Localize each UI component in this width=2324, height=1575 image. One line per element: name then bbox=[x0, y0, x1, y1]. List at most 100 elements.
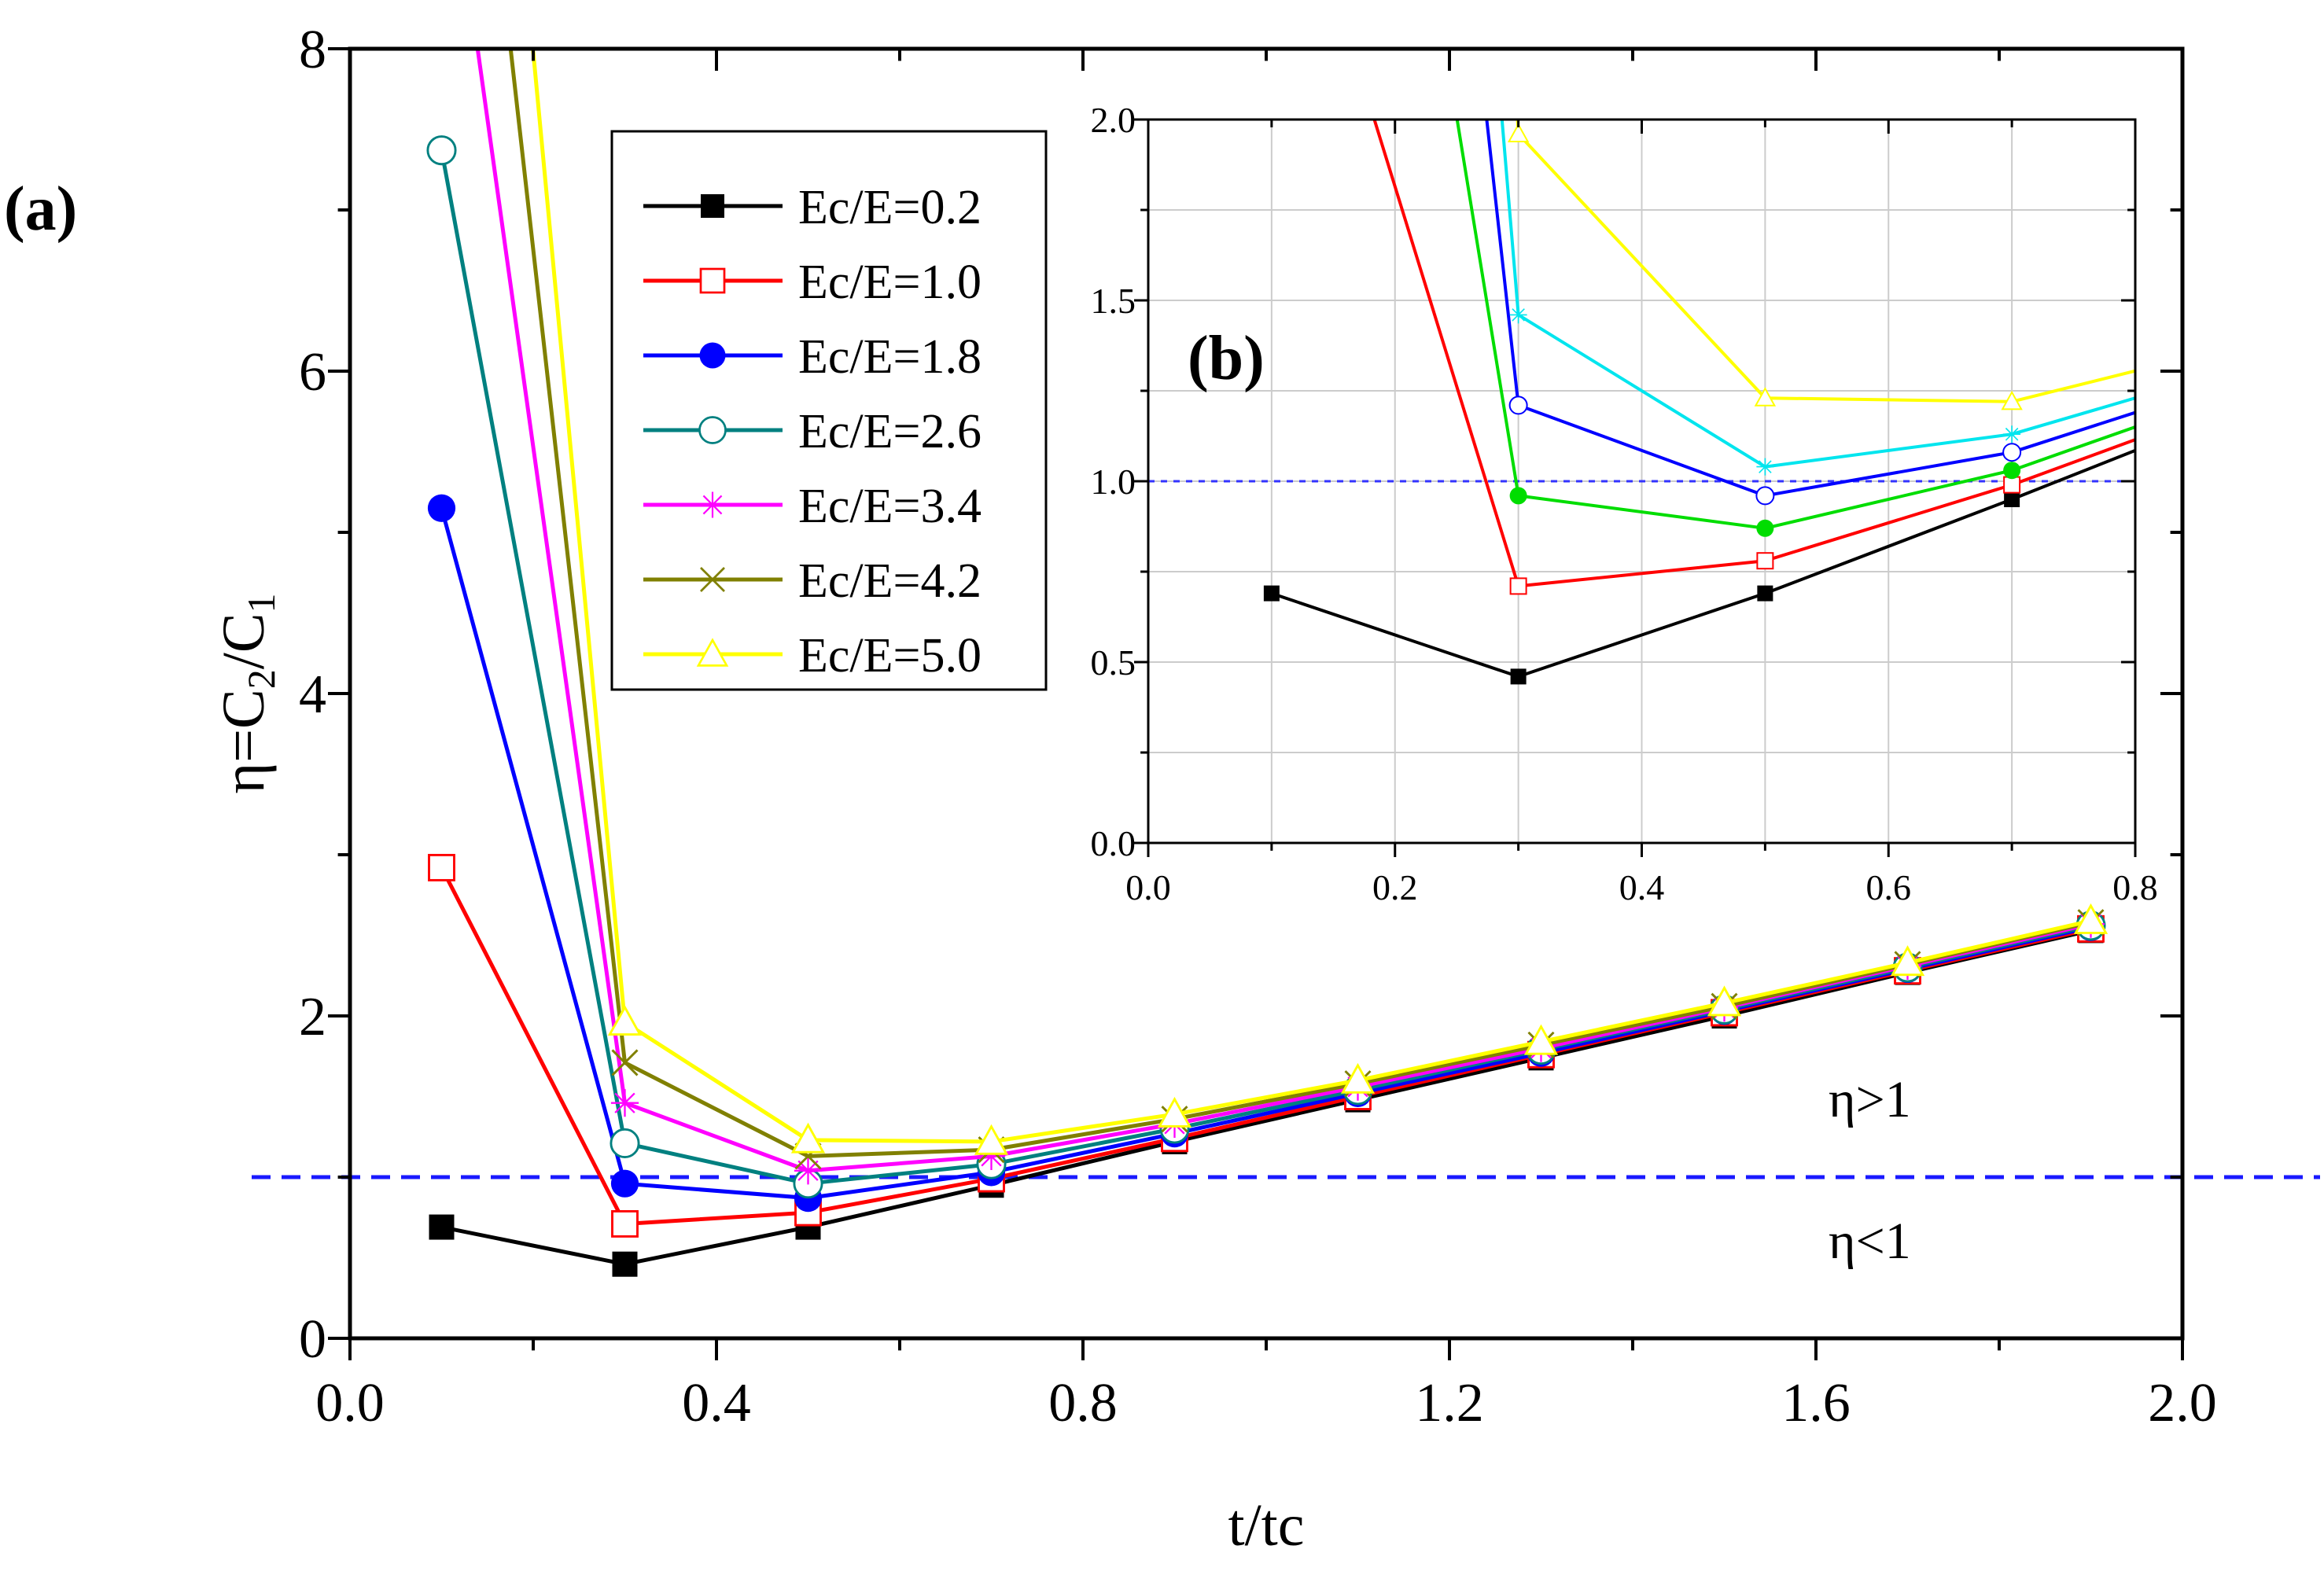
data-point-ec-e-0-2 bbox=[1757, 585, 1773, 602]
data-point-ec-e-3-4 bbox=[2003, 425, 2021, 443]
x-tick-label: 0.8 bbox=[2112, 867, 2158, 907]
data-point-ec-e-3-4 bbox=[794, 1157, 823, 1185]
legend-label: Ec/E=3.4 bbox=[798, 480, 982, 533]
region-label-lower: η<1 bbox=[1829, 1213, 1911, 1270]
series-ec-e-1-0 bbox=[1372, 120, 2135, 595]
series-ec-e-1-8 bbox=[1455, 120, 2135, 537]
y-axis-title-sub-4: 1 bbox=[239, 593, 283, 613]
y-tick-label: 0 bbox=[299, 1309, 326, 1370]
main-series-group bbox=[426, 49, 2109, 1277]
series-clip bbox=[426, 49, 2109, 1277]
x-tick-label: 0.0 bbox=[315, 1373, 385, 1433]
data-point-ec-e-0-2 bbox=[1263, 585, 1280, 602]
legend-swatch-marker bbox=[696, 638, 729, 667]
data-point-ec-e-5-0 bbox=[607, 1005, 643, 1036]
data-point-ec-e-5-0 bbox=[1157, 1096, 1192, 1128]
x-tick-label: 0.2 bbox=[1372, 867, 1418, 907]
series-ec-e-1-0 bbox=[428, 853, 2105, 1238]
data-point-ec-e-5-0 bbox=[790, 1122, 826, 1154]
data-point-ec-e-5-0 bbox=[1507, 123, 1530, 142]
series-clip bbox=[1263, 120, 2135, 685]
x-tick-label: 0.8 bbox=[1048, 1373, 1118, 1433]
data-point-ec-e-2-6 bbox=[1755, 486, 1775, 506]
y-tick-label: 6 bbox=[299, 342, 326, 403]
data-point-ec-e-1-0 bbox=[611, 1210, 639, 1238]
series-ec-e-3-4 bbox=[1500, 120, 2135, 476]
legend-frame bbox=[610, 130, 1048, 691]
y-axis-title: η=C2/C1 bbox=[211, 593, 283, 793]
data-point-ec-e-0-2 bbox=[429, 1214, 455, 1240]
x-tick-label: 0.4 bbox=[1619, 867, 1665, 907]
data-point-ec-e-5-0 bbox=[2001, 390, 2023, 410]
data-point-ec-e-1-0 bbox=[1509, 577, 1527, 595]
x-tick-label: 2.0 bbox=[2148, 1373, 2217, 1433]
data-point-ec-e-5-0 bbox=[1523, 1024, 1559, 1055]
inset-series-group bbox=[1263, 120, 2135, 685]
data-point-ec-e-5-0 bbox=[1890, 945, 1925, 977]
y-tick-label: 2 bbox=[299, 987, 326, 1047]
legend-swatch-marker bbox=[698, 416, 727, 444]
data-point-ec-e-2-6 bbox=[2002, 443, 2022, 462]
legend-swatch-marker bbox=[699, 267, 726, 294]
legend: Ec/E=0.2 Ec/E=1.0 Ec/E=1.8 Ec/E=2.6 Ec/E=3.4… bbox=[610, 130, 1048, 691]
inset-ticks: 0.0 0.2 0.4 0.6 0.8 0.0 0.5 1.0 1.5 2.0 bbox=[1091, 100, 2158, 907]
data-point-ec-e-5-0 bbox=[1707, 985, 1742, 1017]
legend-item-ec-e-0-2: Ec/E=0.2 bbox=[643, 181, 982, 234]
legend-label: Ec/E=5.0 bbox=[798, 629, 982, 683]
series-line-ec-e-1-0 bbox=[440, 867, 2092, 1226]
data-point-ec-e-1-8 bbox=[610, 1169, 639, 1198]
legend-label: Ec/E=1.8 bbox=[798, 330, 982, 384]
legend-item-ec-e-1-0: Ec/E=1.0 bbox=[643, 256, 982, 309]
data-point-ec-e-1-0 bbox=[428, 853, 455, 881]
legend-item-ec-e-4-2: Ec/E=4.2 bbox=[643, 554, 982, 608]
legend-label: Ec/E=4.2 bbox=[798, 554, 982, 608]
y-tick-label: 2.0 bbox=[1091, 100, 1136, 140]
data-point-ec-e-1-8 bbox=[1509, 487, 1527, 505]
y-axis-title-part-1: η=C bbox=[211, 689, 277, 793]
legend-item-ec-e-5-0: Ec/E=5.0 bbox=[643, 629, 982, 683]
y-tick-label: 0.5 bbox=[1091, 642, 1136, 683]
data-point-ec-e-2-6 bbox=[426, 135, 457, 166]
series-ec-e-0-2 bbox=[1263, 448, 2135, 685]
data-point-ec-e-0-2 bbox=[1510, 668, 1527, 685]
legend-label: Ec/E=0.2 bbox=[798, 181, 982, 234]
y-tick-label: 0.0 bbox=[1091, 823, 1136, 863]
y-tick-label: 1.0 bbox=[1091, 462, 1136, 502]
series-ec-e-5-0 bbox=[1507, 120, 2135, 410]
legend-item-ec-e-1-8: Ec/E=1.8 bbox=[643, 330, 982, 384]
series-ec-e-2-6 bbox=[1485, 120, 2135, 506]
data-point-ec-e-1-8 bbox=[2003, 462, 2021, 480]
legend-item-ec-e-2-6: Ec/E=2.6 bbox=[643, 405, 982, 458]
panel-label-b: (b) bbox=[1188, 324, 1265, 393]
y-axis-title-sub-2: 2 bbox=[239, 669, 283, 689]
legend-items: Ec/E=0.2 Ec/E=1.0 Ec/E=1.8 Ec/E=2.6 Ec/E=3.4… bbox=[643, 181, 982, 683]
legend-label: Ec/E=2.6 bbox=[798, 405, 982, 458]
main-ticks: 0.0 0.4 0.8 1.2 1.6 2.0 0 2 4 6 8 bbox=[299, 20, 2217, 1433]
x-tick-label: 0.6 bbox=[1866, 867, 1912, 907]
legend-swatch-marker bbox=[699, 491, 726, 518]
data-point-ec-e-2-6 bbox=[1508, 396, 1528, 415]
y-tick-label: 4 bbox=[299, 664, 326, 725]
y-axis-title-part-3: /C bbox=[211, 613, 277, 669]
data-point-ec-e-3-4 bbox=[977, 1142, 1006, 1170]
legend-item-ec-e-3-4: Ec/E=3.4 bbox=[643, 480, 982, 533]
data-point-ec-e-5-0 bbox=[974, 1124, 1009, 1155]
data-point-ec-e-0-2 bbox=[2004, 491, 2020, 507]
region-label-upper: η>1 bbox=[1829, 1071, 1911, 1128]
data-point-ec-e-1-0 bbox=[1756, 552, 1774, 570]
data-point-ec-e-5-0 bbox=[2073, 903, 2109, 934]
x-tick-label: 1.2 bbox=[1415, 1373, 1484, 1433]
data-point-ec-e-2-6 bbox=[610, 1128, 640, 1158]
y-tick-label: 8 bbox=[299, 20, 326, 80]
data-point-ec-e-3-4 bbox=[1509, 306, 1527, 324]
x-tick-label: 0.0 bbox=[1125, 867, 1171, 907]
data-point-ec-e-1-0 bbox=[2003, 476, 2021, 494]
data-point-ec-e-5-0 bbox=[1340, 1062, 1376, 1094]
x-tick-label: 1.6 bbox=[1781, 1373, 1851, 1433]
data-point-ec-e-1-8 bbox=[1756, 519, 1774, 537]
series-line-ec-e-0-2 bbox=[441, 928, 2092, 1267]
data-point-ec-e-4-2 bbox=[611, 1049, 639, 1076]
data-point-ec-e-1-8 bbox=[427, 494, 456, 522]
